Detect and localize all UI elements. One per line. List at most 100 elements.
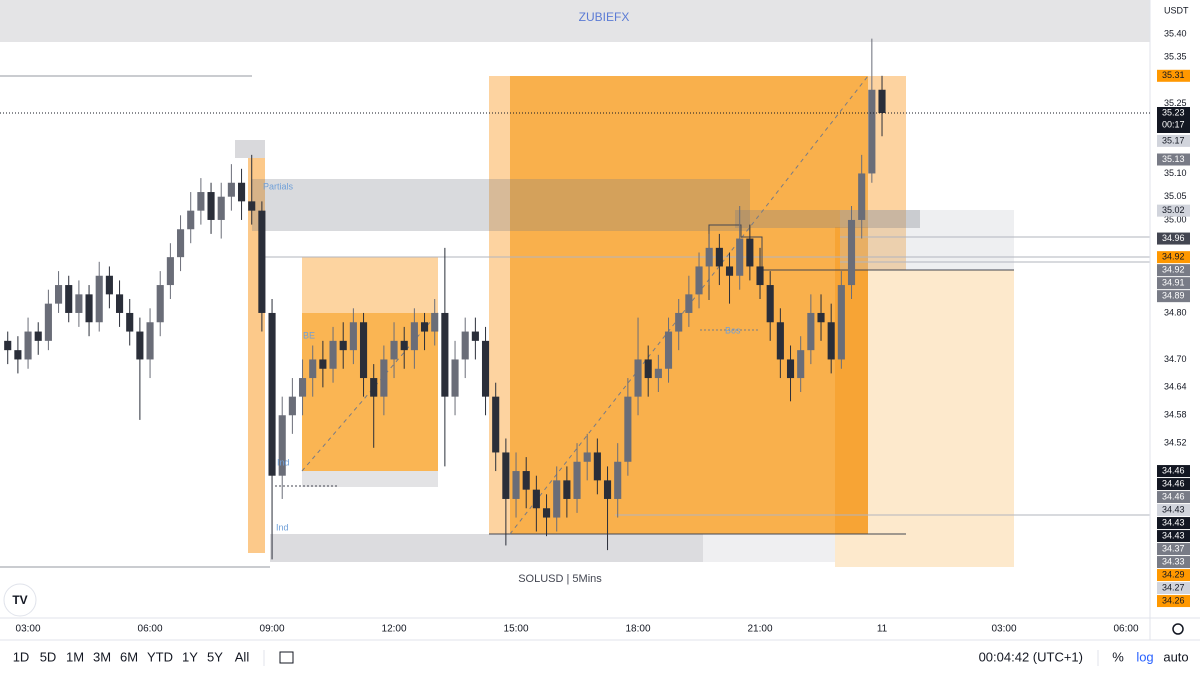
price-badge-label: 34.89: [1162, 291, 1185, 301]
y-tick-label: 35.05: [1164, 191, 1187, 201]
candle-body: [786, 359, 795, 379]
candle-body: [736, 238, 744, 276]
price-badge-label: 34.92: [1162, 265, 1185, 275]
range-button[interactable]: 1M: [66, 649, 84, 664]
price-badge: [1157, 204, 1190, 217]
range-button[interactable]: 3M: [93, 649, 111, 664]
y-tick-label: 34.80: [1164, 307, 1187, 317]
annotation: Bos: [725, 325, 741, 335]
svg-text:TV: TV: [12, 593, 27, 607]
candle-body: [187, 210, 195, 230]
price-badge-label: 34.43: [1162, 530, 1185, 540]
candle-body: [593, 452, 601, 481]
range-button[interactable]: All: [235, 649, 250, 664]
clock[interactable]: 00:04:42 (UTC+1): [979, 649, 1083, 664]
range-button[interactable]: 5D: [40, 649, 57, 664]
price-badge-label: 34.46: [1162, 465, 1185, 475]
price-badge-label: 34.92: [1162, 252, 1185, 262]
candle-body: [44, 303, 52, 341]
candle-body: [217, 196, 225, 220]
candle-body: [136, 331, 144, 360]
range-button[interactable]: 5Y: [207, 649, 223, 664]
price-badge-label: 34.43: [1162, 504, 1185, 514]
auto-button[interactable]: auto: [1163, 649, 1188, 664]
price-badge-label: 34.29: [1162, 569, 1185, 579]
annotation: Ind: [277, 457, 290, 467]
price-badge-label: 34.91: [1162, 278, 1185, 288]
y-tick-label: 34.70: [1164, 354, 1187, 364]
y-tick-label: 35.10: [1164, 168, 1187, 178]
candle-body: [756, 266, 764, 286]
candle-body: [75, 294, 83, 313]
price-badge: [1157, 478, 1190, 491]
stop-zone: [703, 534, 835, 562]
x-tick-label: 06:00: [138, 624, 163, 635]
y-tick-label: 35.00: [1164, 214, 1187, 224]
log-button[interactable]: log: [1136, 649, 1153, 664]
candle-body: [827, 322, 835, 360]
range-button[interactable]: YTD: [147, 649, 173, 664]
candle-body: [298, 378, 307, 397]
range-button[interactable]: 6M: [120, 649, 138, 664]
candle-body: [227, 182, 235, 197]
price-badge-label: 34.37: [1162, 543, 1185, 553]
candle-body: [624, 396, 632, 462]
percent-button[interactable]: %: [1112, 649, 1124, 664]
candle-body: [837, 285, 845, 360]
candle-body: [339, 340, 347, 351]
price-badge-label: 35.02: [1162, 205, 1185, 215]
candle-body: [451, 359, 459, 397]
price-badge: [1157, 106, 1190, 133]
candle-body: [207, 192, 215, 220]
candle-body: [461, 331, 469, 360]
candle-body: [319, 359, 327, 369]
candle-body: [614, 461, 622, 499]
price-badge: [1157, 264, 1190, 277]
x-tick-label: 03:00: [16, 624, 41, 635]
price-badge: [1157, 251, 1190, 264]
watermark: SOLUSD | 5Mins: [518, 573, 602, 585]
candle-body: [573, 461, 581, 499]
price-badge-label: 34.46: [1162, 478, 1185, 488]
candle-body: [858, 173, 866, 220]
candle-body: [268, 312, 276, 476]
candle-body: [492, 396, 500, 453]
candle-body: [878, 89, 886, 113]
candles: [4, 38, 886, 560]
y-tick-label: 35.35: [1164, 52, 1187, 62]
candle-body: [258, 210, 266, 313]
price-badge-label: 35.31: [1162, 70, 1185, 80]
candle-body: [24, 331, 32, 360]
y-tick-label: 35.40: [1164, 28, 1187, 38]
x-tick-label: 06:00: [1113, 624, 1138, 635]
x-tick-label: 21:00: [748, 624, 773, 635]
candle-body: [248, 201, 256, 211]
candle-body: [197, 192, 205, 211]
zone: [235, 140, 265, 158]
annotation: Ind: [276, 522, 289, 532]
price-badge: [1157, 491, 1190, 504]
candle-body: [542, 508, 551, 518]
candle-body: [817, 312, 825, 323]
partials-zone: [252, 179, 750, 231]
candle-body: [400, 340, 408, 351]
currency[interactable]: USDT: [1164, 5, 1189, 15]
title-band: [0, 0, 1150, 42]
candle-body: [349, 322, 357, 351]
candle-body: [634, 359, 642, 397]
settings-icon[interactable]: [1172, 623, 1184, 635]
candle-body: [512, 471, 520, 499]
stop-zone: [270, 534, 703, 562]
candle-body: [725, 266, 734, 276]
candle-body: [431, 312, 439, 332]
candle-body: [481, 340, 490, 397]
date-range-icon[interactable]: [279, 651, 294, 664]
candle-body: [441, 312, 449, 397]
candle-body: [868, 89, 876, 174]
zone: [840, 210, 1014, 270]
candle-body: [664, 331, 673, 369]
range-button[interactable]: 1Y: [182, 649, 198, 664]
candle-body: [410, 322, 418, 351]
price-badge: [1157, 290, 1190, 303]
range-button[interactable]: 1D: [13, 649, 30, 664]
